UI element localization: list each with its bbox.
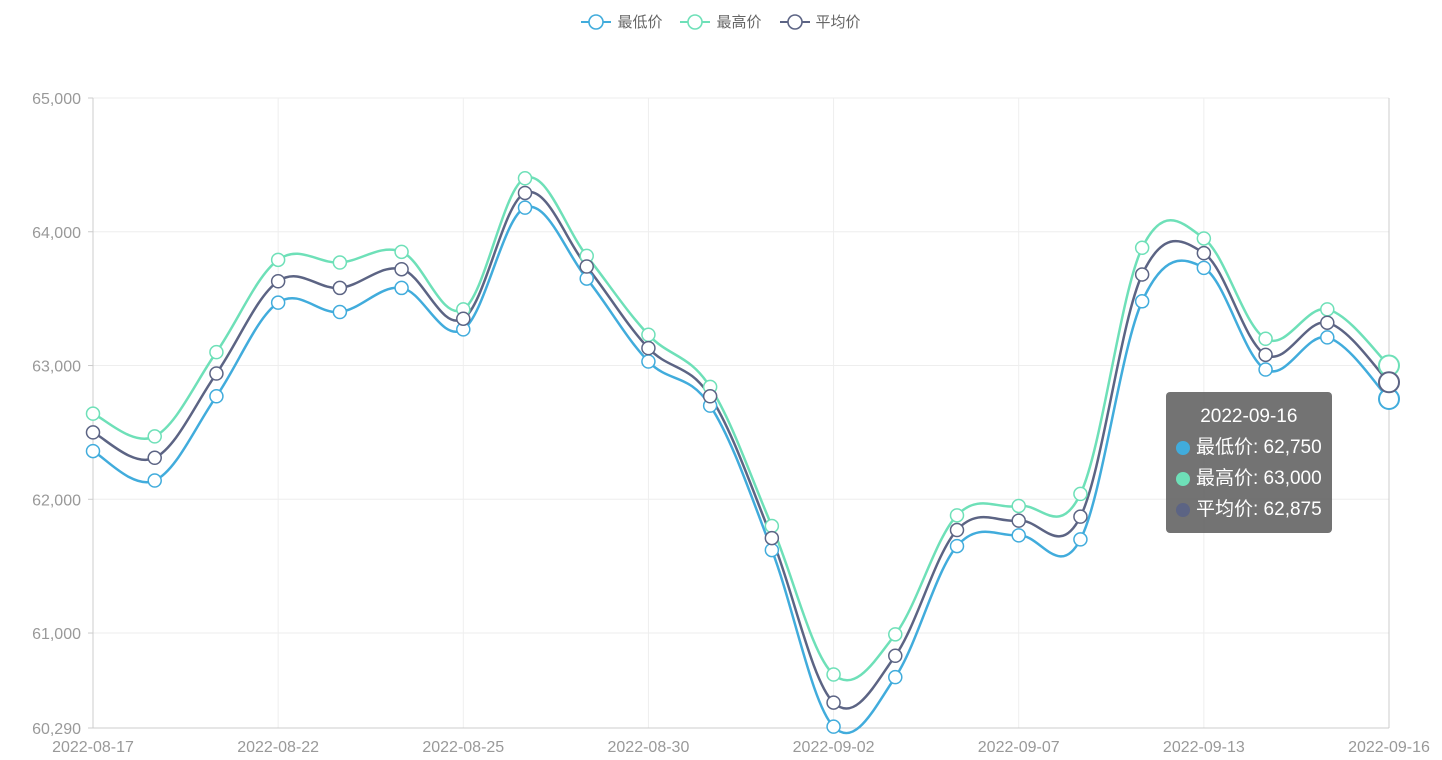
series-dot-icon — [1176, 502, 1190, 517]
data-point — [209, 389, 224, 404]
x-tick-label: 2022-09-13 — [1163, 739, 1245, 756]
data-point — [1134, 267, 1150, 282]
series-dot-icon — [1176, 440, 1190, 455]
data-point — [456, 311, 471, 326]
data-point — [147, 473, 162, 488]
data-point — [85, 443, 101, 459]
data-point — [1134, 294, 1150, 309]
legend-line-circle-icon — [581, 13, 612, 30]
y-tick-label: 61,000 — [32, 626, 81, 643]
data-point — [1196, 260, 1212, 276]
data-point — [270, 252, 286, 268]
data-point — [147, 429, 162, 444]
data-point — [949, 508, 965, 523]
data-point — [209, 344, 224, 360]
data-point — [888, 627, 903, 642]
data-point — [1073, 532, 1088, 547]
data-point — [579, 259, 594, 274]
x-tick-label: 2022-08-22 — [237, 739, 319, 756]
legend-label: 平均价 — [815, 14, 861, 31]
data-point — [1320, 330, 1335, 345]
y-tick-label: 63,000 — [32, 359, 81, 376]
legend-item-high[interactable]: 最高价 — [680, 11, 762, 32]
series-dot-icon — [1176, 471, 1190, 486]
tooltip-value: 最低价: 62,750 — [1196, 437, 1322, 458]
data-point — [270, 295, 286, 310]
x-tick-label: 2022-09-07 — [978, 739, 1060, 756]
data-point — [1320, 302, 1335, 317]
tooltip-row-high: 最高价: 63,000 — [1176, 463, 1322, 494]
data-point — [764, 518, 780, 534]
data-point — [764, 530, 780, 546]
x-tick-label: 2022-08-17 — [52, 739, 134, 756]
data-point — [517, 200, 533, 215]
y-tick-label: 65,000 — [32, 91, 81, 108]
data-point — [1011, 513, 1026, 528]
data-point — [949, 538, 965, 554]
data-point — [517, 185, 533, 201]
y-tick-label: 62,000 — [32, 492, 81, 509]
tooltip-value: 平均价: 62,875 — [1196, 499, 1322, 520]
data-point — [517, 171, 533, 186]
data-point — [209, 366, 224, 381]
axes: 60,290 61,000 62,000 63,000 64,000 65,000 2022… — [32, 91, 1430, 756]
tooltip-row-low: 最低价: 62,750 — [1176, 432, 1322, 463]
data-point — [949, 522, 965, 538]
series-line-2 — [92, 190, 1390, 710]
x-tick-label: 2022-08-25 — [422, 739, 504, 756]
data-point — [888, 669, 903, 685]
data-point — [1258, 362, 1273, 377]
tooltip-row-avg: 平均价: 62,875 — [1176, 494, 1322, 525]
x-tick-label: 2022-09-02 — [793, 739, 875, 756]
data-point — [888, 648, 903, 664]
data-point — [826, 719, 841, 734]
legend-item-avg[interactable]: 平均价 — [779, 11, 861, 32]
data-point — [394, 244, 409, 260]
tooltip: 2022-09-16 最低价: 62,750 最高价: 63,000 平均价: … — [1166, 392, 1332, 533]
data-point — [1196, 245, 1212, 261]
data-point — [1258, 347, 1273, 363]
data-point — [394, 280, 409, 296]
data-point — [826, 667, 841, 682]
series-points — [85, 171, 1400, 734]
legend-line-circle-icon — [680, 13, 711, 30]
data-point — [641, 340, 656, 356]
data-point — [1073, 486, 1088, 502]
data-point — [1258, 331, 1273, 347]
x-tick-label: 2022-09-16 — [1348, 739, 1430, 756]
data-point — [641, 354, 656, 369]
data-point — [1073, 509, 1088, 524]
data-point — [764, 542, 780, 558]
tooltip-date: 2022-09-16 — [1200, 406, 1298, 427]
data-point — [579, 271, 594, 286]
data-point — [1378, 371, 1400, 394]
y-tick-label: 64,000 — [32, 225, 81, 242]
data-point — [826, 695, 841, 710]
data-point — [394, 261, 409, 277]
legend: 最低价 最高价 平均价 — [0, 11, 1442, 32]
data-point — [332, 280, 348, 296]
data-point — [85, 406, 101, 421]
data-point — [702, 389, 718, 404]
data-point — [1320, 315, 1335, 330]
data-point — [641, 327, 656, 343]
data-point — [1134, 240, 1150, 256]
data-point — [1196, 231, 1212, 246]
legend-label: 最高价 — [716, 14, 762, 31]
data-point — [147, 450, 162, 466]
data-point — [85, 425, 101, 440]
data-point — [1011, 498, 1026, 514]
y-tick-label: 60,290 — [32, 721, 81, 738]
data-point — [270, 273, 286, 289]
legend-item-low[interactable]: 最低价 — [581, 11, 662, 32]
legend-line-circle-icon — [779, 13, 810, 30]
legend-label: 最低价 — [617, 14, 663, 31]
data-point — [332, 255, 348, 270]
tooltip-value: 最高价: 63,000 — [1196, 468, 1322, 489]
data-point — [332, 304, 348, 320]
x-tick-label: 2022-08-30 — [608, 739, 690, 756]
data-point — [1011, 528, 1026, 543]
